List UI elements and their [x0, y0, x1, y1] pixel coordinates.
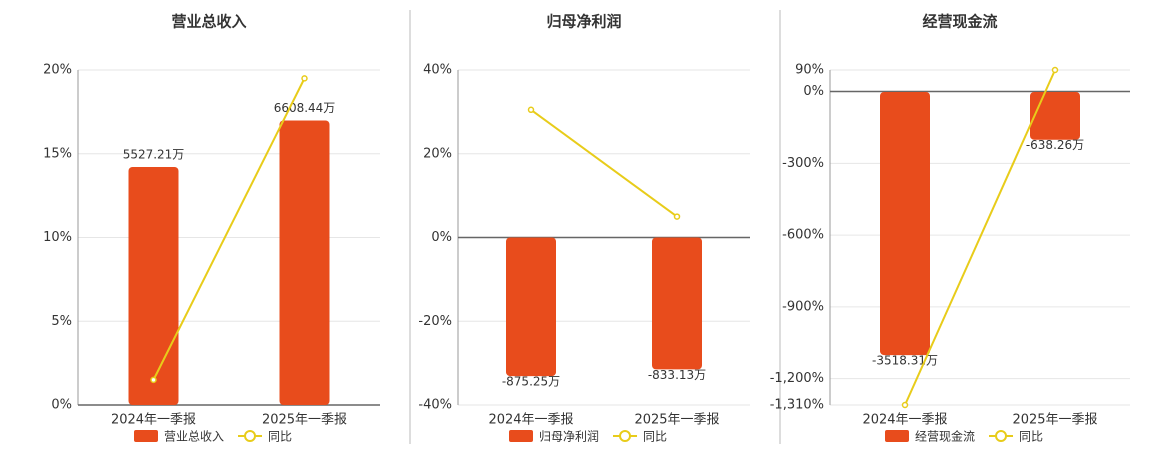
y-tick-label: 20%	[423, 146, 452, 161]
y-tick-label: 0%	[803, 84, 824, 99]
y-tick-label: 40%	[423, 63, 452, 78]
line-point	[673, 213, 681, 220]
x-tick-label: 2025年一季报	[262, 413, 347, 428]
y-tick-label: -20%	[418, 314, 452, 329]
value-label: -833.13万	[648, 368, 706, 382]
y-tick-label: -40%	[418, 398, 452, 413]
value-label: -875.25万	[502, 375, 560, 389]
legend-swatch	[619, 430, 632, 442]
line-point	[150, 376, 157, 384]
y-tick-label: 15%	[43, 146, 72, 161]
line	[904, 69, 1056, 406]
chart-title: 营业总收入	[171, 13, 246, 31]
line-point	[901, 401, 909, 409]
y-tick-label: -900%	[782, 299, 824, 314]
x-tick-label: 2024年一季报	[862, 413, 947, 428]
legend-swatch	[134, 430, 158, 442]
value-label: 6608.44万	[274, 101, 336, 115]
y-tick-label: 90%	[795, 63, 824, 78]
legend-swatch	[244, 430, 257, 442]
legend-label: 同比	[643, 430, 667, 444]
bar	[1030, 91, 1080, 140]
y-tick-label: -300%	[782, 156, 824, 171]
bar	[279, 120, 330, 405]
y-tick-label: 10%	[43, 230, 72, 245]
value-label: -638.26万	[1026, 138, 1084, 152]
legend-label: 同比	[1019, 430, 1043, 444]
x-tick-label: 2025年一季报	[1012, 413, 1097, 428]
x-tick-label: 2024年一季报	[111, 413, 196, 428]
bar	[880, 91, 930, 356]
legend-swatch	[995, 430, 1008, 442]
y-tick-label: 0%	[51, 398, 72, 413]
value-label: 5527.21万	[123, 148, 185, 162]
bar	[128, 167, 179, 405]
y-tick-label: 5%	[51, 314, 72, 329]
legend-label: 同比	[268, 430, 292, 444]
value-label: -3518.31万	[872, 354, 938, 368]
legend-label: 归母净利润	[539, 430, 599, 444]
bar	[506, 237, 556, 377]
x-tick-label: 2024年一季报	[488, 413, 573, 428]
legend-swatch	[885, 430, 909, 442]
y-tick-label: -600%	[782, 228, 824, 243]
chart-title: 归母净利润	[546, 13, 621, 31]
legend-swatch	[509, 430, 533, 442]
line-point	[527, 106, 535, 114]
y-tick-label: -1,310%	[770, 398, 824, 413]
line	[152, 77, 306, 381]
line	[530, 108, 678, 218]
line-point	[301, 75, 308, 82]
y-tick-label: -1,200%	[770, 371, 824, 386]
chart-title: 经营现金流	[922, 13, 997, 31]
y-tick-label: 0%	[431, 230, 452, 245]
legend-label: 经营现金流	[915, 429, 975, 444]
bar	[652, 237, 702, 370]
legend-label: 营业总收入	[164, 430, 224, 444]
y-tick-label: 20%	[43, 63, 72, 78]
line-point	[1051, 66, 1059, 74]
x-tick-label: 2025年一季报	[634, 413, 719, 428]
